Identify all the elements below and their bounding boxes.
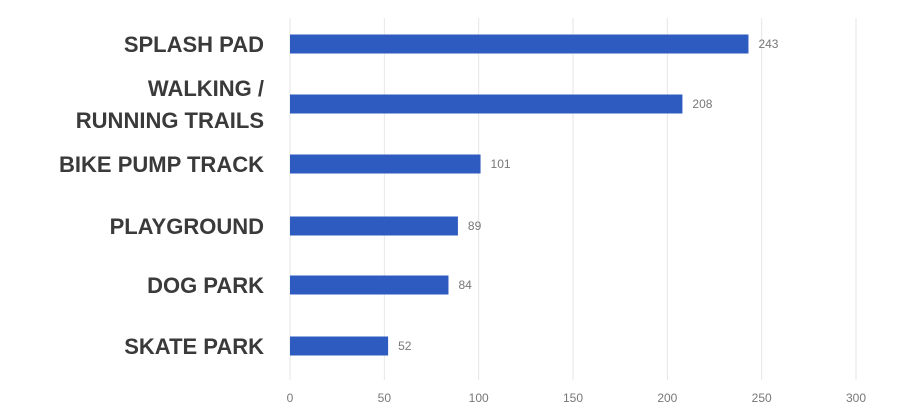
bar — [290, 154, 481, 174]
x-tick-label: 100 — [469, 391, 489, 405]
category-labels: SPLASH PAD WALKING / RUNNING TRAILS BIKE PU… — [59, 32, 264, 359]
category-label: SPLASH PAD — [124, 32, 264, 57]
x-tick-label: 50 — [378, 391, 392, 405]
data-label: 52 — [398, 339, 412, 353]
category-label: BIKE PUMP TRACK — [59, 152, 264, 177]
bar — [290, 275, 449, 295]
bar — [290, 216, 458, 236]
x-tick-label: 300 — [846, 391, 866, 405]
bar — [290, 336, 389, 356]
bars — [290, 34, 749, 356]
bar — [290, 94, 683, 114]
category-label: DOG PARK — [147, 273, 264, 298]
category-label: PLAYGROUND — [110, 214, 264, 239]
grid — [289, 18, 857, 380]
data-label: 208 — [692, 97, 712, 111]
category-label: WALKING / — [148, 76, 264, 101]
data-label: 89 — [468, 219, 482, 233]
category-label: SKATE PARK — [124, 334, 264, 359]
category-label: RUNNING TRAILS — [76, 108, 264, 133]
bar — [290, 34, 749, 54]
data-label: 84 — [458, 278, 472, 292]
data-label: 101 — [491, 157, 511, 171]
x-tick-label: 250 — [752, 391, 772, 405]
data-labels: 243 208 101 89 84 52 — [398, 37, 779, 353]
x-axis-ticks: 0 50 100 150 200 250 300 — [287, 391, 867, 405]
x-tick-label: 0 — [287, 391, 294, 405]
x-tick-label: 200 — [657, 391, 677, 405]
data-label: 243 — [758, 37, 778, 51]
x-tick-label: 150 — [563, 391, 583, 405]
